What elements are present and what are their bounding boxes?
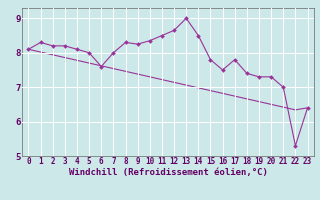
- X-axis label: Windchill (Refroidissement éolien,°C): Windchill (Refroidissement éolien,°C): [68, 168, 268, 177]
